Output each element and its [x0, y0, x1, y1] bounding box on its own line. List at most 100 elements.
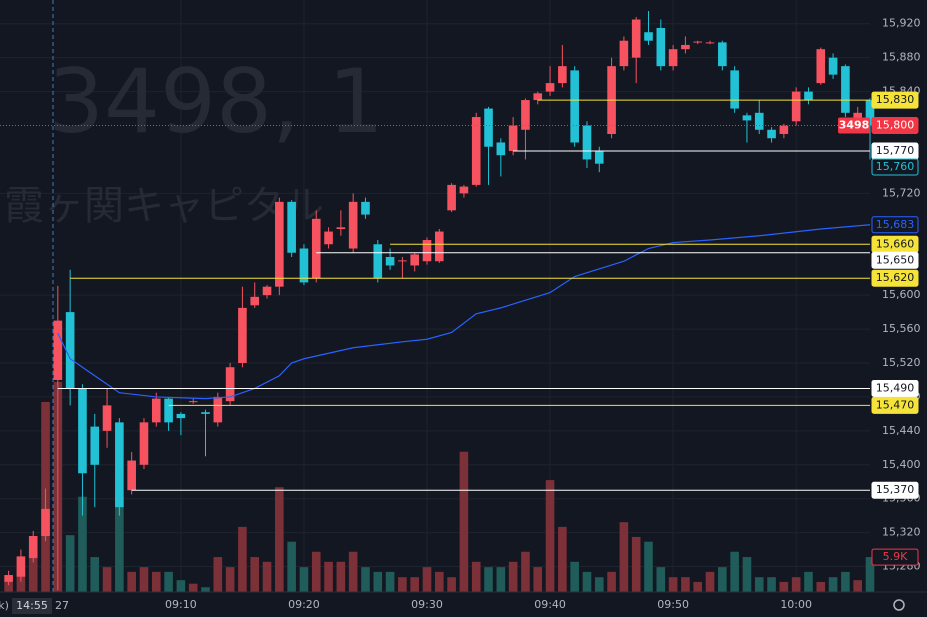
volume-bar [791, 577, 801, 592]
candle-body [16, 556, 26, 577]
candle-body [521, 100, 530, 130]
volume-bar [779, 581, 789, 592]
volume-bar [275, 487, 284, 592]
symbol-tag-box [838, 117, 870, 134]
candle-body [742, 115, 752, 121]
candle-body [484, 108, 493, 147]
settings-icon[interactable] [893, 599, 905, 611]
symbol-tag: 3498 [839, 119, 870, 132]
price-label: 15,470 [876, 398, 915, 411]
volume-bar [730, 551, 739, 592]
candle-body [681, 44, 690, 50]
volume-bar [299, 567, 309, 592]
x-tick-label: 09:50 [657, 598, 689, 611]
candle-body [115, 422, 124, 508]
x-tick-label: 09:40 [534, 598, 566, 611]
volume-bar [164, 571, 173, 592]
volume-bar [656, 567, 666, 592]
price-label: 15,830 [876, 93, 915, 106]
candle-body [102, 405, 112, 431]
volume-bar [188, 583, 198, 592]
volume-bar [496, 567, 506, 592]
candle-body [41, 508, 50, 537]
price-label-box [871, 379, 919, 397]
volume-bar [841, 571, 850, 592]
volume-bar [385, 571, 395, 592]
price-label-box [871, 269, 919, 287]
volume-bar [594, 577, 604, 592]
y-tick-label: 15,880 [882, 51, 921, 64]
volume-bar [311, 551, 321, 592]
candle-body [250, 296, 260, 306]
volume-bar [570, 561, 579, 592]
candle-body [90, 426, 100, 465]
candle-body [28, 536, 38, 559]
candle-body [139, 422, 149, 465]
x-tick-label: 09:30 [411, 598, 443, 611]
volume-bar [668, 577, 678, 592]
x-tick-label: 10:00 [780, 598, 812, 611]
candle-body [213, 396, 223, 423]
candle-body [816, 49, 826, 84]
price-label-box [871, 251, 919, 269]
volume-bar [767, 577, 776, 592]
price-label-box [871, 548, 919, 566]
candle-body [459, 186, 469, 194]
volume-bar [213, 557, 223, 592]
volume-bar [16, 571, 26, 592]
volume-bar [718, 567, 727, 592]
candle-body [582, 125, 592, 160]
volume-bar [471, 561, 481, 592]
volume-bar [804, 571, 813, 592]
y-tick-label: 15,320 [882, 526, 921, 539]
candle-body [348, 201, 358, 249]
price-label-box [871, 396, 919, 414]
volume-bar [410, 577, 420, 592]
x-tick-label: 09:10 [165, 598, 197, 611]
candle-body [410, 254, 420, 266]
volume-bar [201, 587, 210, 592]
price-label: 15,770 [876, 144, 915, 157]
candle-body [435, 231, 444, 262]
volume-bar [447, 577, 456, 592]
candle-body [767, 129, 776, 139]
volume-bar [435, 571, 444, 592]
volume-bar [607, 571, 616, 592]
volume-bar [644, 541, 653, 592]
watermark-name: 霞ヶ関キャピタル [4, 183, 324, 229]
candle-body [533, 93, 543, 101]
candle-body [656, 27, 666, 67]
volume-bar [484, 567, 493, 592]
candle-body [447, 184, 456, 211]
candle-body [631, 19, 641, 58]
price-label: 5.9K [883, 550, 908, 563]
candle-body [791, 91, 801, 122]
volume-bar [619, 522, 629, 592]
volume-bar [139, 567, 149, 592]
volume-bar [151, 571, 161, 592]
candle-body [594, 150, 604, 164]
volume-bar [558, 526, 567, 592]
y-tick-label: 15,560 [882, 322, 921, 335]
volume-bar [742, 557, 752, 592]
candle-body [841, 66, 850, 113]
candle-body [311, 218, 321, 279]
volume-bar [90, 557, 100, 592]
candle-body [558, 66, 567, 84]
volume-bar [28, 551, 38, 592]
y-tick-label: 15,600 [882, 288, 921, 301]
candle-body [188, 401, 198, 403]
price-label: 15,370 [876, 483, 915, 496]
candle-body [754, 112, 764, 130]
volume-bar [287, 541, 296, 592]
volume-bar [521, 551, 530, 592]
volume-bar [754, 577, 764, 592]
volume-bar [262, 561, 272, 592]
candle-body [53, 320, 63, 380]
volume-bar [78, 496, 87, 592]
price-label-box [871, 158, 919, 176]
candle-body [238, 307, 247, 364]
volume-bar [127, 571, 136, 592]
volume-bar [422, 567, 432, 592]
volume-bar [238, 526, 247, 592]
